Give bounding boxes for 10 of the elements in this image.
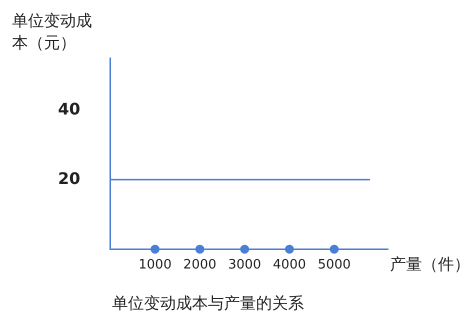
x-tick-label: 3000 <box>228 257 262 272</box>
x-tick-label: 1000 <box>138 257 172 272</box>
x-axis-title: 产量（件） <box>390 254 470 274</box>
x-tick-label: 2000 <box>183 257 216 272</box>
x-tick-label: 5000 <box>318 257 351 272</box>
y-tick-label: 20 <box>58 168 80 188</box>
x-tick-label: 4000 <box>272 257 306 272</box>
text: 单位变动成本与产量的关系 <box>112 294 304 313</box>
y-axis-title: 单位变动成本（元） <box>12 11 92 52</box>
y-tick-label: 40 <box>58 99 80 118</box>
